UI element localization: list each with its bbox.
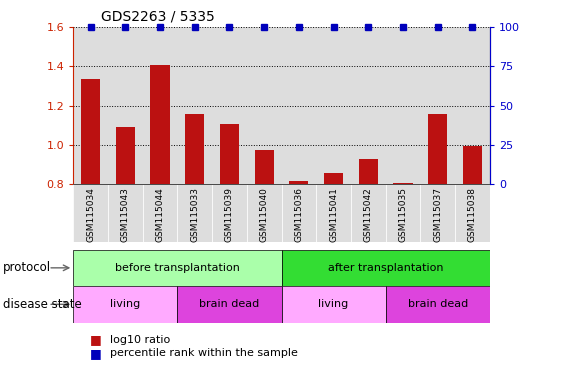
Bar <box>150 65 169 184</box>
Text: GSM115037: GSM115037 <box>434 187 442 242</box>
Bar <box>212 27 247 184</box>
Bar <box>81 79 100 184</box>
Bar <box>142 184 177 242</box>
Bar <box>220 124 239 184</box>
Text: living: living <box>110 299 140 310</box>
Bar <box>247 184 282 242</box>
Bar <box>177 27 212 184</box>
Bar <box>247 27 282 184</box>
Bar <box>463 146 482 184</box>
Text: GSM115041: GSM115041 <box>329 187 338 242</box>
Bar <box>282 27 316 184</box>
Bar <box>455 184 490 242</box>
Bar <box>282 250 490 286</box>
Text: GSM115039: GSM115039 <box>225 187 234 242</box>
Bar <box>386 184 421 242</box>
Text: GSM115038: GSM115038 <box>468 187 477 242</box>
Text: percentile rank within the sample: percentile rank within the sample <box>110 348 298 358</box>
Bar <box>73 250 282 286</box>
Bar <box>212 184 247 242</box>
Text: protocol: protocol <box>3 262 51 274</box>
Bar <box>386 286 490 323</box>
Text: GSM115036: GSM115036 <box>294 187 303 242</box>
Text: living: living <box>319 299 348 310</box>
Text: brain dead: brain dead <box>408 299 468 310</box>
Bar <box>73 27 108 184</box>
Bar <box>289 181 309 184</box>
Bar <box>185 114 204 184</box>
Text: ■: ■ <box>90 347 102 360</box>
Text: GSM115034: GSM115034 <box>86 187 95 242</box>
Text: brain dead: brain dead <box>199 299 260 310</box>
Bar <box>351 27 386 184</box>
Text: GDS2263 / 5335: GDS2263 / 5335 <box>101 10 215 23</box>
Bar <box>177 184 212 242</box>
Bar <box>316 184 351 242</box>
Bar <box>108 184 142 242</box>
Text: GSM115040: GSM115040 <box>260 187 269 242</box>
Bar <box>421 184 455 242</box>
Bar <box>73 286 177 323</box>
Bar <box>428 114 447 184</box>
Bar <box>359 159 378 184</box>
Bar <box>142 27 177 184</box>
Bar <box>254 150 274 184</box>
Bar <box>351 184 386 242</box>
Bar <box>386 27 421 184</box>
Bar <box>73 184 108 242</box>
Text: GSM115035: GSM115035 <box>399 187 408 242</box>
Bar <box>394 183 413 184</box>
Bar <box>282 286 386 323</box>
Bar <box>421 27 455 184</box>
Text: GSM115033: GSM115033 <box>190 187 199 242</box>
Bar <box>282 184 316 242</box>
Text: GSM115044: GSM115044 <box>155 187 164 242</box>
Bar <box>108 27 142 184</box>
Bar <box>177 286 282 323</box>
Text: log10 ratio: log10 ratio <box>110 335 170 345</box>
Bar <box>116 127 135 184</box>
Bar <box>324 174 343 184</box>
Text: ■: ■ <box>90 333 102 346</box>
Text: before transplantation: before transplantation <box>115 263 240 273</box>
Text: disease state: disease state <box>3 298 82 311</box>
Text: GSM115042: GSM115042 <box>364 187 373 242</box>
Bar <box>455 27 490 184</box>
Text: after transplantation: after transplantation <box>328 263 444 273</box>
Text: GSM115043: GSM115043 <box>121 187 129 242</box>
Bar <box>316 27 351 184</box>
